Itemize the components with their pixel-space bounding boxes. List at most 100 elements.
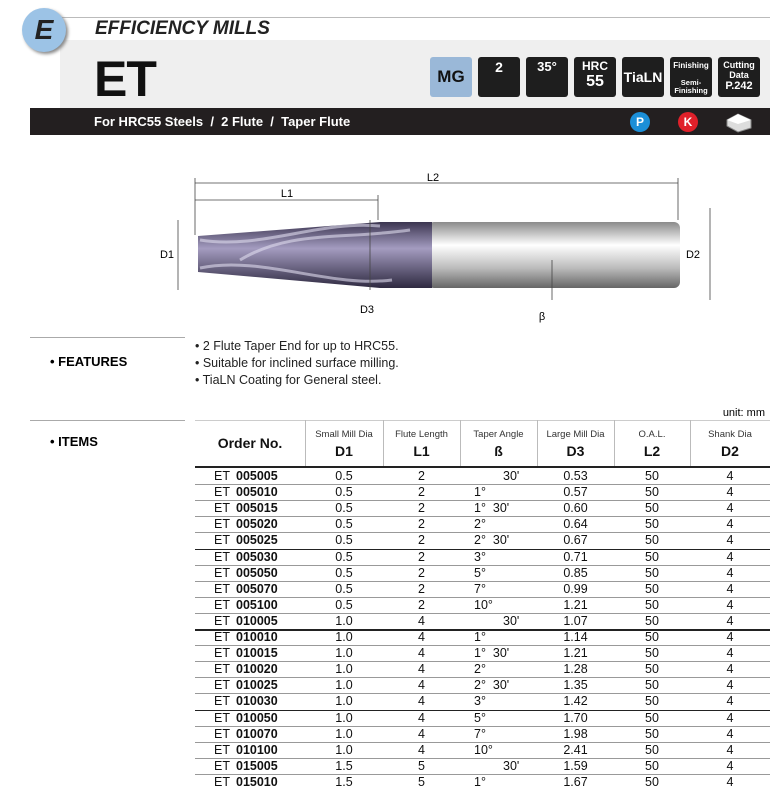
cell-value: 4: [726, 533, 734, 548]
cell-value: 4: [726, 694, 734, 709]
cutting-page: P.242: [725, 80, 753, 92]
cell-value: 4: [726, 758, 734, 773]
header-rule: [60, 17, 770, 18]
series: ET: [214, 533, 230, 548]
cutting-data: Cutting Data: [723, 60, 755, 80]
series: ET: [214, 646, 230, 661]
order-code: 010020: [236, 662, 278, 677]
cell-value: 50: [645, 742, 659, 757]
material-icon: [726, 113, 752, 133]
cell-value: 0.64: [563, 517, 588, 532]
label-beta: β: [539, 311, 545, 323]
column-sub: O.A.L.: [638, 429, 666, 440]
cell-value: 4: [726, 646, 734, 661]
series: ET: [214, 726, 230, 741]
cell-value: 4: [726, 501, 734, 516]
cell-value: 0.60: [563, 501, 588, 516]
group-k: K: [678, 112, 698, 132]
cell-value: 0.5: [335, 501, 353, 516]
row-rule: [195, 564, 770, 566]
order-code: 010010: [236, 630, 278, 644]
column-divider: [690, 420, 691, 467]
column-divider: [614, 420, 615, 467]
cell-value: 0.5: [335, 565, 353, 580]
row-rule: [195, 516, 770, 518]
cell-value: 1.0: [335, 630, 353, 644]
cell-value: 0.53: [563, 469, 588, 483]
icon-finishing: Finishing Semi-Finishing: [670, 57, 712, 97]
series: ET: [214, 758, 230, 773]
cell-value: 1.21: [563, 646, 588, 661]
cell-value: 4: [726, 630, 734, 644]
taper-angle: 30': [503, 758, 520, 773]
column-divider: [460, 420, 461, 467]
cell-value: 1.67: [563, 774, 588, 789]
cell-value: 2: [418, 565, 425, 580]
cell-value: 4: [418, 630, 425, 644]
icon-hardness: HRC 55: [574, 57, 616, 97]
order-code: 010015: [236, 646, 278, 661]
cell-value: 0.5: [335, 469, 353, 483]
group-p: P: [630, 112, 650, 132]
cell-value: 0.57: [563, 485, 588, 500]
badge: E: [22, 8, 66, 52]
series: ET: [214, 549, 230, 564]
row-rule: [195, 661, 770, 663]
series: ET: [214, 613, 230, 628]
row-rule: [195, 741, 770, 743]
cell-value: 1.0: [335, 662, 353, 677]
taper-angle: 7°: [474, 726, 486, 741]
row-rule: [195, 709, 770, 711]
cell-value: 1.35: [563, 678, 588, 693]
cell-value: 1.0: [335, 646, 353, 661]
features-rule: [30, 337, 185, 338]
taper-angle: 3°: [474, 694, 486, 709]
row-rule: [195, 532, 770, 534]
cell-value: 50: [645, 549, 659, 564]
cell-value: 1.70: [563, 710, 588, 725]
column-sub: Large Mill Dia: [546, 429, 605, 440]
cell-value: 1.21: [563, 597, 588, 612]
series: ET: [214, 597, 230, 612]
cell-value: 2: [418, 501, 425, 516]
cell-value: 4: [726, 485, 734, 500]
taper-angle: 1°: [474, 485, 486, 500]
feature-item: • 2 Flute Taper End for up to HRC55.: [195, 339, 399, 353]
order-code: 010030: [236, 694, 278, 709]
cell-value: 50: [645, 694, 659, 709]
order-code: 015010: [236, 774, 278, 789]
section-title: EFFICIENCY MILLS: [95, 18, 270, 39]
column-header: D1: [335, 443, 353, 459]
taper-angle: 1°: [474, 774, 486, 789]
cell-value: 1.98: [563, 726, 588, 741]
cell-value: 4: [726, 565, 734, 580]
cell-value: 50: [645, 726, 659, 741]
items-rule: [30, 420, 185, 421]
cell-value: 0.99: [563, 581, 588, 596]
column-sub: Flute Length: [395, 429, 448, 440]
cell-value: 2: [418, 485, 425, 500]
column-header: D2: [721, 443, 739, 459]
row-rule: [195, 596, 770, 598]
cell-value: 0.71: [563, 549, 588, 564]
taper-angle: 30': [503, 469, 520, 483]
cell-value: 4: [726, 549, 734, 564]
icon-flutes: 2: [478, 57, 520, 97]
semi-finishing: Semi-Finishing: [674, 78, 708, 95]
label-d2: D2: [686, 249, 700, 261]
cell-value: 50: [645, 517, 659, 532]
cell-value: 0.5: [335, 517, 353, 532]
row-rule: [195, 548, 770, 550]
column-sub: Shank Dia: [708, 429, 752, 440]
column-divider: [537, 420, 538, 467]
cell-value: 4: [726, 742, 734, 757]
tool-diagram: L2 L1 D1 D2 D3 β: [160, 172, 711, 323]
cell-value: 4: [418, 662, 425, 677]
column-header: L1: [413, 443, 430, 459]
cell-value: 2: [418, 549, 425, 564]
cell-value: 4: [726, 581, 734, 596]
cell-value: 2: [418, 533, 425, 548]
row-rule: [195, 677, 770, 679]
icon-helix: 35°: [526, 57, 568, 97]
cell-value: 0.85: [563, 565, 588, 580]
